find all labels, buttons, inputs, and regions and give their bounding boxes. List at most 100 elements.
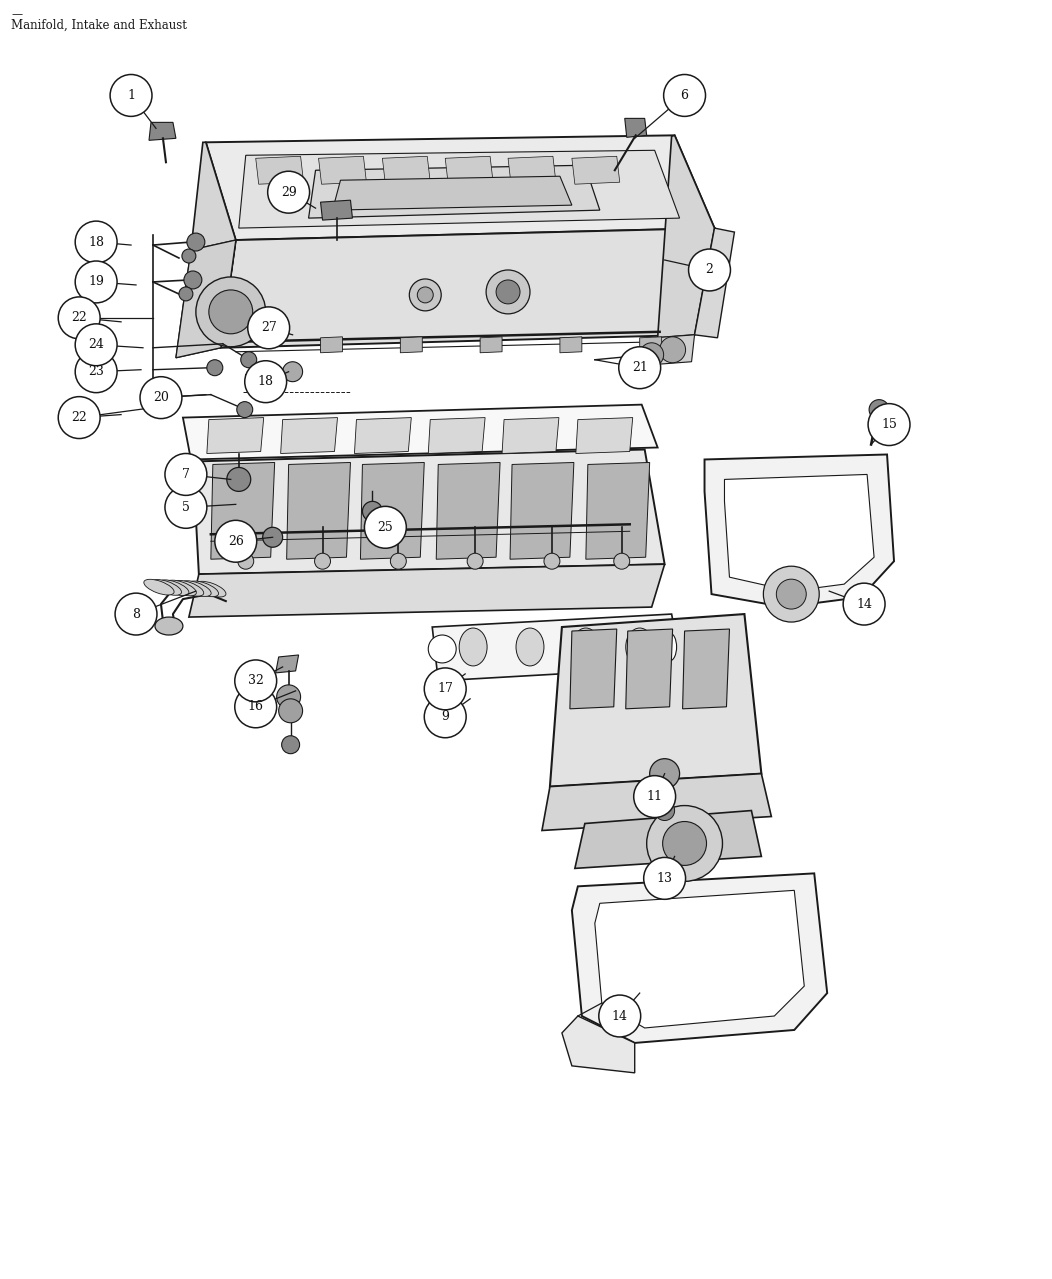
Ellipse shape	[459, 628, 487, 666]
Ellipse shape	[144, 579, 175, 595]
Circle shape	[644, 857, 686, 899]
Polygon shape	[210, 463, 275, 559]
Text: 14: 14	[612, 1009, 628, 1022]
Text: 17: 17	[438, 683, 453, 696]
Circle shape	[689, 249, 730, 290]
Polygon shape	[437, 463, 500, 559]
Polygon shape	[562, 1016, 634, 1073]
Polygon shape	[206, 136, 714, 240]
Polygon shape	[355, 417, 411, 454]
Polygon shape	[276, 655, 299, 673]
Polygon shape	[658, 136, 714, 338]
Circle shape	[241, 352, 257, 368]
Circle shape	[75, 350, 117, 393]
Polygon shape	[574, 811, 762, 868]
Polygon shape	[149, 123, 176, 141]
Circle shape	[486, 270, 530, 313]
Ellipse shape	[663, 633, 676, 661]
Circle shape	[182, 249, 196, 263]
Text: —: —	[12, 9, 22, 19]
Polygon shape	[586, 463, 650, 559]
Polygon shape	[308, 165, 600, 219]
Polygon shape	[189, 564, 665, 616]
Polygon shape	[332, 177, 572, 210]
Circle shape	[424, 696, 466, 738]
Text: 19: 19	[88, 275, 104, 289]
Circle shape	[58, 297, 100, 339]
Circle shape	[238, 554, 254, 569]
Polygon shape	[651, 335, 694, 365]
Text: 6: 6	[681, 90, 689, 102]
Polygon shape	[480, 336, 502, 353]
Ellipse shape	[159, 579, 189, 596]
Polygon shape	[281, 417, 338, 454]
Polygon shape	[502, 417, 559, 454]
Circle shape	[869, 399, 889, 420]
Circle shape	[650, 758, 680, 789]
Polygon shape	[445, 156, 493, 184]
Text: 7: 7	[182, 468, 189, 481]
Text: 15: 15	[882, 418, 897, 431]
Text: 11: 11	[647, 790, 663, 803]
Circle shape	[428, 634, 457, 663]
Polygon shape	[570, 629, 616, 709]
Polygon shape	[361, 463, 424, 559]
Ellipse shape	[166, 581, 197, 596]
Ellipse shape	[151, 579, 182, 595]
Circle shape	[282, 735, 300, 753]
Text: 32: 32	[248, 674, 264, 687]
Circle shape	[75, 261, 117, 303]
Circle shape	[279, 698, 303, 723]
Circle shape	[110, 74, 151, 116]
Circle shape	[390, 554, 406, 569]
Circle shape	[247, 307, 289, 349]
Polygon shape	[221, 228, 714, 348]
Polygon shape	[625, 119, 647, 137]
Circle shape	[165, 486, 207, 528]
Polygon shape	[193, 449, 665, 574]
Circle shape	[409, 279, 441, 311]
Ellipse shape	[572, 628, 600, 666]
Polygon shape	[382, 156, 430, 184]
Text: 14: 14	[856, 597, 872, 610]
Circle shape	[640, 343, 664, 367]
Circle shape	[263, 527, 283, 547]
Text: 26: 26	[228, 535, 244, 547]
Polygon shape	[401, 336, 422, 353]
Text: 1: 1	[127, 90, 135, 102]
Circle shape	[165, 454, 207, 495]
Circle shape	[467, 554, 483, 569]
Polygon shape	[176, 240, 236, 358]
Polygon shape	[321, 336, 343, 353]
Polygon shape	[510, 463, 574, 559]
Polygon shape	[550, 614, 762, 787]
Polygon shape	[572, 874, 827, 1042]
Circle shape	[647, 806, 723, 881]
Polygon shape	[207, 417, 264, 454]
Polygon shape	[572, 156, 620, 184]
Text: 18: 18	[88, 235, 104, 248]
Polygon shape	[560, 336, 582, 353]
Circle shape	[235, 660, 277, 702]
Ellipse shape	[155, 616, 183, 634]
Circle shape	[544, 554, 560, 569]
Ellipse shape	[196, 581, 226, 597]
Ellipse shape	[188, 581, 219, 597]
Circle shape	[654, 801, 674, 821]
Polygon shape	[575, 417, 632, 454]
Circle shape	[73, 411, 86, 425]
Text: 22: 22	[72, 411, 87, 425]
Circle shape	[497, 280, 520, 304]
Circle shape	[424, 668, 466, 710]
Polygon shape	[626, 629, 672, 709]
Polygon shape	[183, 404, 658, 459]
Polygon shape	[176, 240, 236, 358]
Circle shape	[660, 336, 686, 363]
Circle shape	[73, 311, 86, 325]
Circle shape	[663, 821, 707, 866]
Polygon shape	[286, 463, 350, 559]
Circle shape	[237, 402, 252, 417]
Polygon shape	[640, 336, 662, 353]
Circle shape	[75, 221, 117, 263]
Circle shape	[599, 995, 641, 1037]
